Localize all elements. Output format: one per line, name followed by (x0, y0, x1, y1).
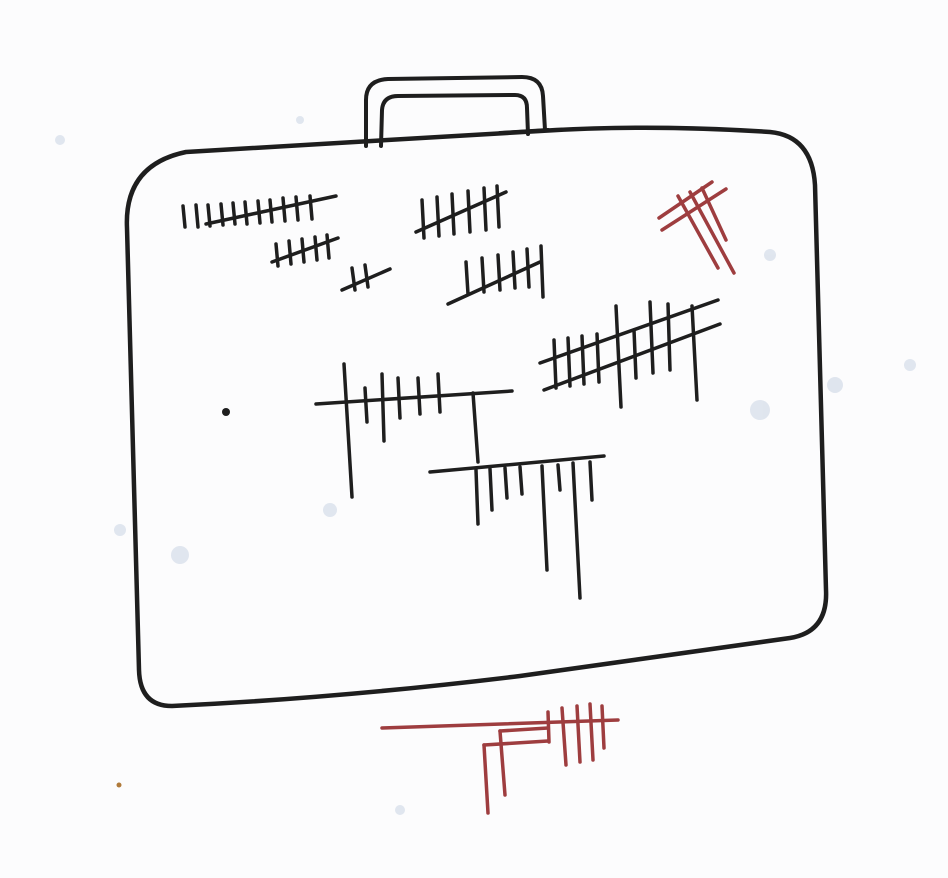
paper-speckles (55, 116, 916, 815)
tally-top-right-red-mark (657, 180, 736, 275)
tally-center-comb-upper (314, 362, 514, 499)
tally-top-left-row-1 (181, 194, 338, 229)
stray-dots (116, 408, 230, 788)
tally-top-middle-row-2 (446, 244, 545, 306)
tally-top-left-row-2 (270, 233, 340, 268)
tally-small-cross (340, 263, 392, 292)
tally-center-comb-lower (428, 454, 606, 600)
suitcase-body (124, 125, 829, 709)
tally-right-crossed-grid (538, 298, 722, 409)
tally-top-middle-row-1 (414, 184, 508, 240)
tally-bottom-red-mark (380, 702, 620, 815)
